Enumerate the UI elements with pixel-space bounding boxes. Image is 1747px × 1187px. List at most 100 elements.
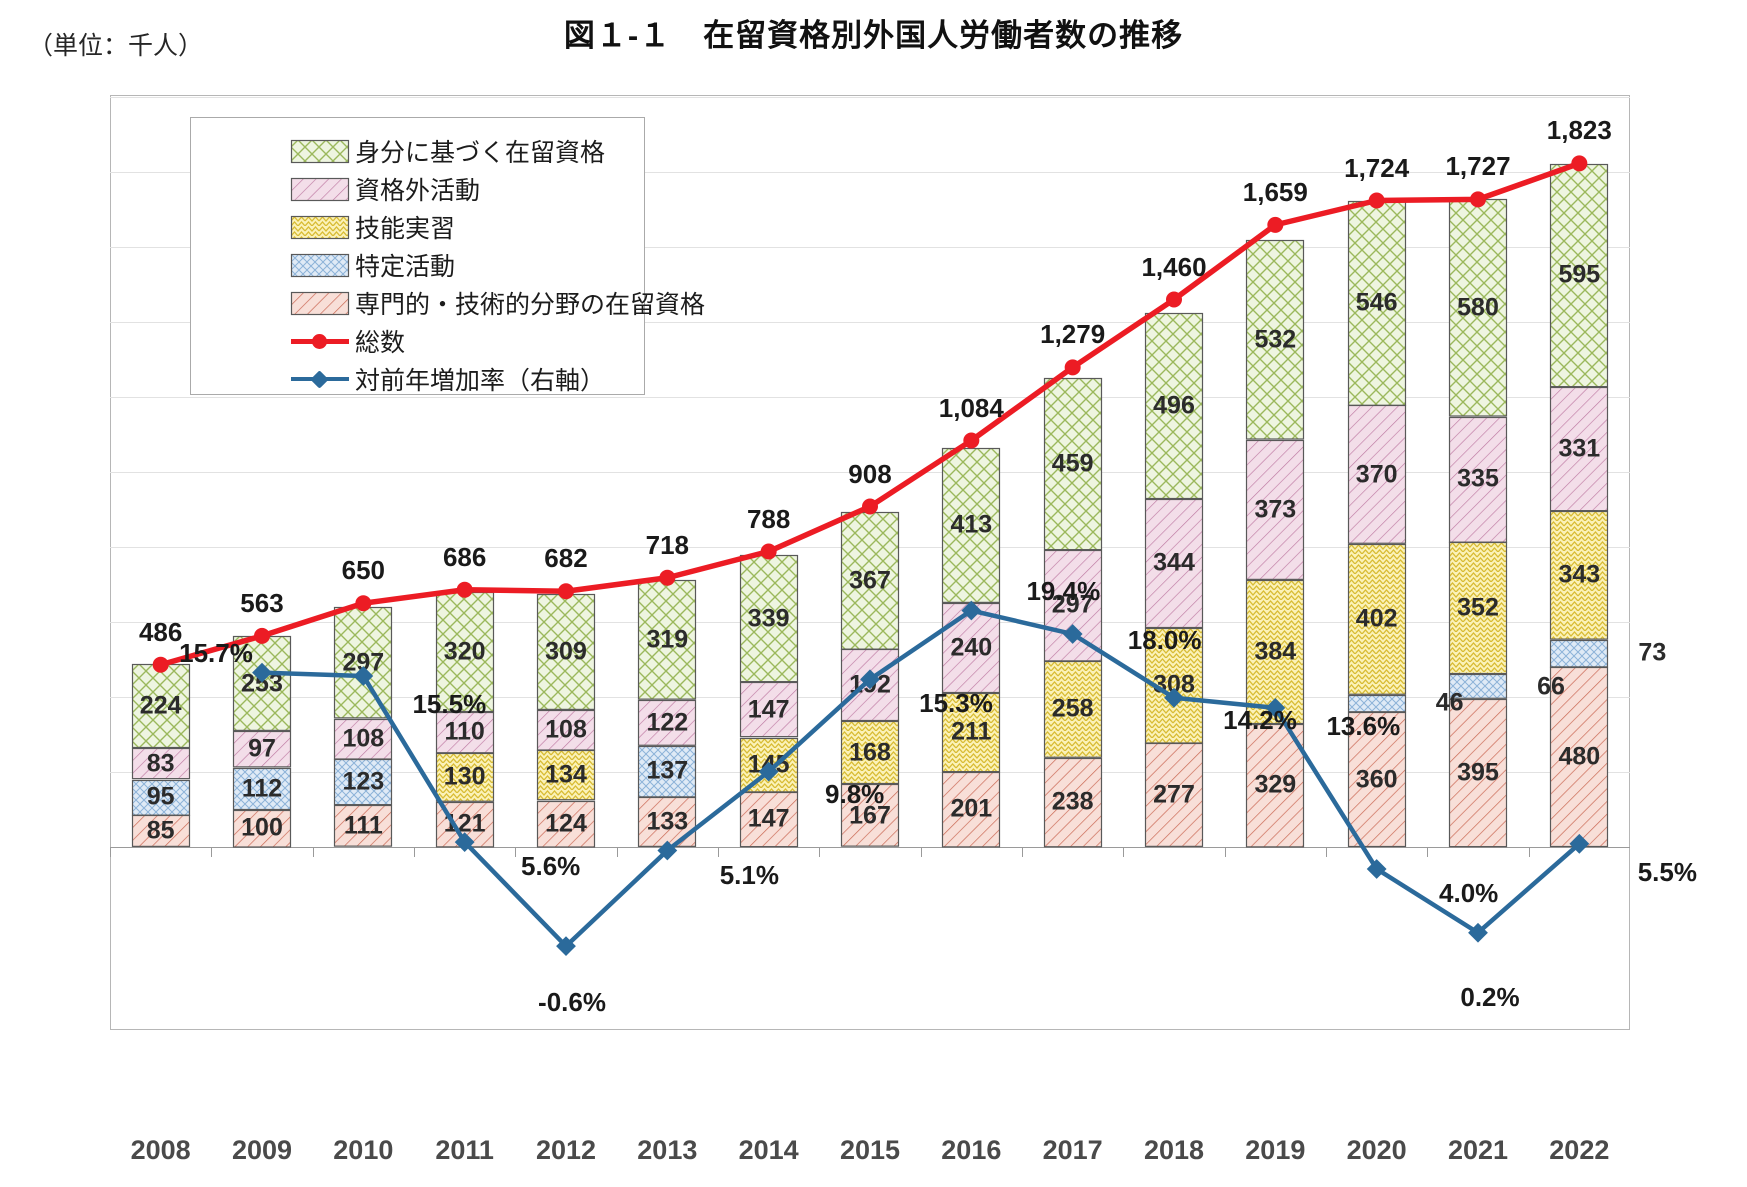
x-axis-tick: 2018 <box>1143 1135 1205 1165</box>
bar-segment-value: 46 <box>1435 688 1464 717</box>
legend-item-yoy[interactable]: 対前年増加率（右軸） <box>191 360 644 398</box>
total-value-label: 1,659 <box>1242 176 1308 207</box>
total-value-label: 908 <box>848 458 892 489</box>
total-value-label: 686 <box>442 541 487 572</box>
bar-segment-status_based <box>536 593 596 710</box>
bar-segment-outside_status <box>739 682 798 738</box>
legend-item-total[interactable]: 総数 <box>191 322 644 360</box>
legend-swatch-designated <box>290 253 350 277</box>
bar-segment-value: 73 <box>1638 638 1667 667</box>
yoy-value-label: 9.8% <box>825 778 885 809</box>
total-value-label: 682 <box>544 543 588 574</box>
bar-segment-technical_intern <box>840 721 900 785</box>
table-row: 167 168 192 367 <box>840 95 900 1030</box>
total-value-label: 1,727 <box>1445 151 1511 182</box>
yoy-value-label: 19.4% <box>1026 575 1101 606</box>
table-row: 360 402 370 546 <box>1347 95 1406 1030</box>
bar-segment-designated <box>1347 694 1406 713</box>
bar-segment-technical_intern <box>536 750 596 801</box>
yoy-value-label: -0.6% <box>538 987 606 1018</box>
legend-item-technical_intern[interactable]: 技能実習 <box>191 208 644 246</box>
bar-segment-outside_status <box>1347 405 1406 545</box>
bar-segment-technical_intern <box>1246 579 1305 724</box>
bar-segment-outside_status <box>334 718 393 760</box>
table-row: 238 258 297 459 <box>1043 95 1102 1030</box>
bar-segment-designated <box>232 767 292 810</box>
bar-segment-professional <box>1448 698 1508 848</box>
total-line-icon <box>291 330 349 353</box>
x-axis-tickmark <box>1123 847 1125 857</box>
legend-item-designated[interactable]: 特定活動 <box>191 246 644 284</box>
x-axis-tickmark <box>211 847 213 857</box>
bar-segment-outside_status <box>1144 498 1204 628</box>
bar-segment-status_based <box>1550 163 1609 387</box>
table-row: 277 308 344 496 <box>1144 95 1204 1030</box>
bar-segment-outside_status <box>131 748 190 780</box>
bar-segment-status_based <box>334 607 393 719</box>
x-axis-tick: 2013 <box>637 1135 698 1165</box>
bar-segment-status_based <box>131 664 190 749</box>
x-axis-tickmark <box>616 847 618 857</box>
legend-item-label: 資格外活動 <box>355 177 481 205</box>
yoy-value-label: 15.7% <box>179 637 253 668</box>
legend-item-outside_status[interactable]: 資格外活動 <box>191 170 644 208</box>
legend-item-label: 対前年増加率（右軸） <box>355 367 606 395</box>
gridline <box>110 97 1630 98</box>
x-axis-tickmark <box>718 847 719 857</box>
yoy-value-label: 18.0% <box>1127 625 1202 656</box>
bar-segment-outside_status <box>1550 386 1609 512</box>
total-value-label: 718 <box>645 529 690 560</box>
legend-item-label: 身分に基づく在留資格 <box>355 139 606 167</box>
bar-segment-status_based <box>840 511 900 650</box>
x-axis-tickmark <box>414 847 415 857</box>
yoy-value-label: 14.2% <box>1223 704 1297 735</box>
total-value-label: 563 <box>240 587 284 618</box>
bar-segment-outside_status <box>536 709 596 751</box>
x-axis-tick: 2011 <box>435 1135 494 1165</box>
x-axis-tick: 2010 <box>333 1135 394 1165</box>
bar-segment-professional <box>1246 723 1305 848</box>
bar-segment-status_based <box>1144 312 1204 499</box>
table-row: 201 211 240 413 <box>942 95 1001 1030</box>
x-axis-tickmark <box>819 847 821 857</box>
legend-swatch-technical_intern <box>290 215 350 239</box>
bar-segment-designated <box>131 779 190 816</box>
page-title: 図１-１ 在留資格別外国人労働者数の推移 <box>563 18 1184 53</box>
x-axis-tickmark <box>110 847 111 857</box>
x-axis-tick: 2017 <box>1042 1135 1103 1165</box>
bar-segment-professional <box>232 809 292 848</box>
legend-item-status_based[interactable]: 身分に基づく在留資格 <box>191 132 644 170</box>
x-axis-tickmark <box>1427 847 1429 857</box>
bar-segment-value: 66 <box>1537 672 1565 700</box>
bar-segment-professional <box>334 805 393 848</box>
yoy-value-label: 15.5% <box>412 688 487 719</box>
bar-segment-professional <box>1043 757 1102 848</box>
bar-segment-designated <box>334 759 393 806</box>
bar-segment-technical_intern <box>1043 660 1102 758</box>
bar-segment-status_based <box>1043 377 1102 550</box>
bar-segment-status_based <box>1448 198 1508 417</box>
chart-legend: 身分に基づく在留資格 資格外活動技能実習特定活動 専門的・技術的分野の在留資格 総数対… <box>190 117 705 398</box>
bar-segment-designated <box>1550 639 1609 668</box>
table-row: 133 137 122 319 <box>638 95 697 1030</box>
yoy-value-label: 5.1% <box>719 859 779 890</box>
legend-swatch-professional <box>290 291 350 315</box>
yoy-value-label: 15.3% <box>919 688 993 719</box>
legend-item-professional[interactable]: 専門的・技術的分野の在留資格 <box>191 284 705 322</box>
total-value-label: 1,460 <box>1141 251 1207 282</box>
bar-segment-status_based <box>638 580 697 701</box>
bar-segment-technical_intern <box>1550 510 1609 640</box>
x-axis-tick: 2008 <box>130 1135 191 1165</box>
legend-item-label: 技能実習 <box>355 215 456 243</box>
bar-segment-outside_status <box>1448 416 1508 543</box>
bar-segment-outside_status <box>942 602 1001 693</box>
x-axis-tick: 2020 <box>1346 1135 1407 1165</box>
yoy-value-label: 4.0% <box>1439 877 1499 908</box>
bar-segment-professional <box>942 771 1001 848</box>
yoy-value-label: 0.2% <box>1460 981 1520 1012</box>
y-axis-unit-note: （単位：千人） <box>28 32 204 60</box>
bar-segment-status_based <box>942 447 1001 603</box>
x-axis-tick: 2009 <box>231 1135 293 1165</box>
bar-segment-professional <box>131 815 190 848</box>
total-value-label: 1,279 <box>1040 319 1106 350</box>
